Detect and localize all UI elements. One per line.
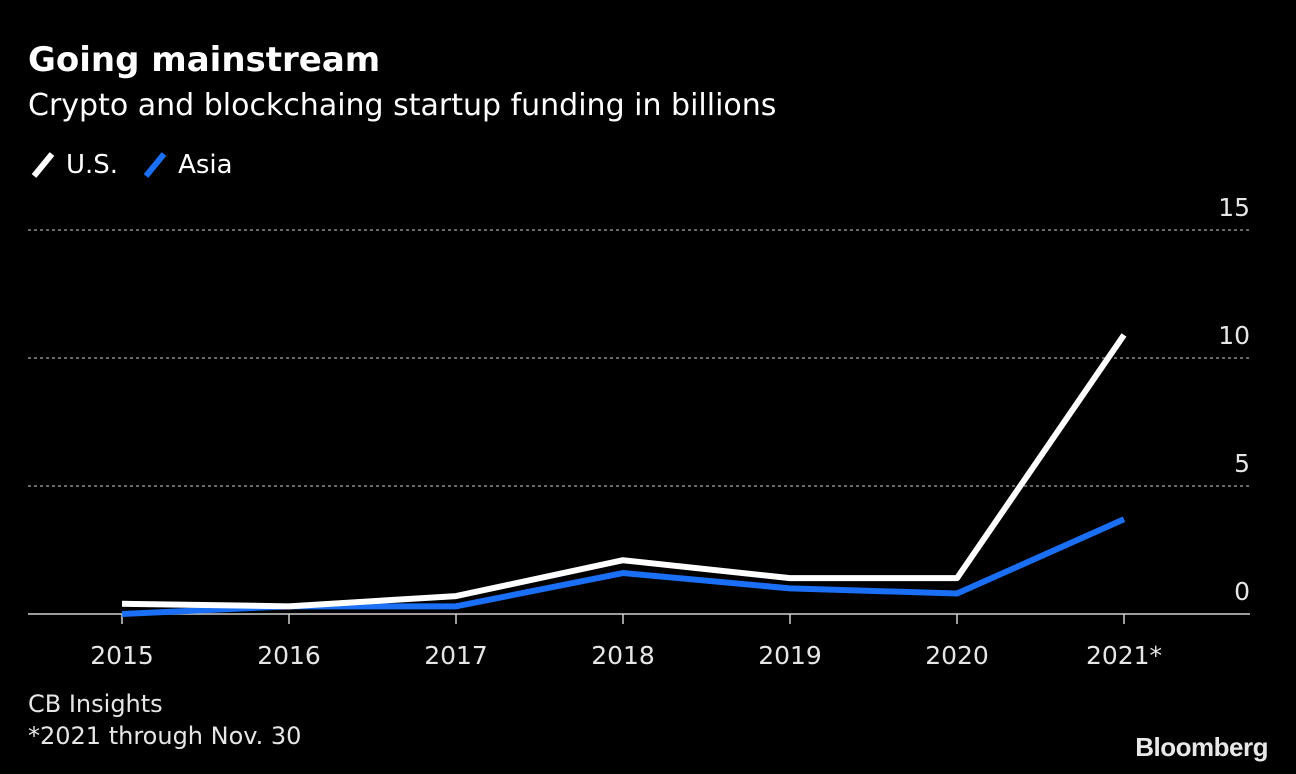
- footnote: *2021 through Nov. 30: [28, 722, 302, 750]
- series-line-us: [121, 333, 1127, 610]
- chart-subtitle: Crypto and blockchaing startup funding i…: [28, 88, 777, 123]
- source-note: CB Insights: [28, 690, 163, 718]
- y-tick-label-10: 10: [1218, 321, 1250, 350]
- bloomberg-logo: Bloomberg: [1135, 732, 1268, 762]
- x-tick-label-2018: 2018: [591, 641, 655, 670]
- y-tick-label-5: 5: [1234, 449, 1250, 478]
- gridlines: [28, 229, 1250, 624]
- legend-label-asia: Asia: [178, 150, 233, 180]
- x-tick-label-2017: 2017: [424, 641, 488, 670]
- x-tick-label-2021: 2021*: [1086, 641, 1162, 670]
- y-tick-label-0: 0: [1234, 577, 1250, 606]
- legend: U.S. Asia: [28, 150, 255, 180]
- legend-item-asia: Asia: [140, 150, 233, 180]
- legend-item-us: U.S.: [28, 150, 118, 180]
- x-tick-label-2015: 2015: [90, 641, 154, 670]
- legend-label-us: U.S.: [66, 150, 119, 180]
- legend-swatch-asia: [143, 152, 167, 178]
- x-tick-label-2020: 2020: [925, 641, 989, 670]
- x-tick-label-2016: 2016: [257, 641, 321, 670]
- series-lines: [121, 333, 1127, 617]
- chart-title: Going mainstream: [28, 40, 381, 80]
- x-tick-label-2019: 2019: [758, 641, 822, 670]
- y-tick-label-15: 15: [1218, 193, 1250, 222]
- series-line-asia: [121, 516, 1126, 617]
- tick-labels: 0 5 10 15 2015 2016 2017 2018 2019 2020 2021*: [90, 193, 1250, 670]
- legend-swatch-us: [31, 152, 55, 178]
